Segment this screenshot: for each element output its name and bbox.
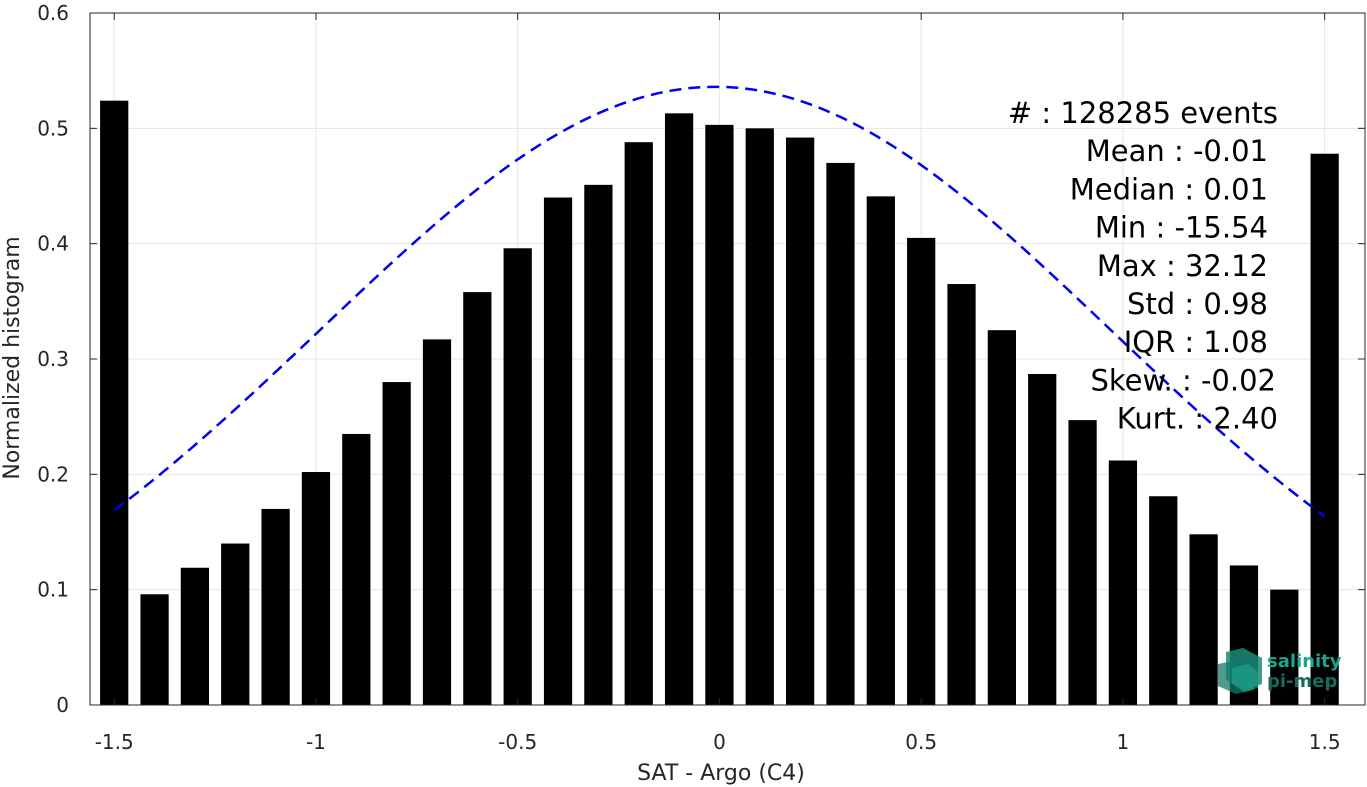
histogram-bar	[503, 248, 532, 705]
histogram-bar	[261, 508, 290, 705]
stat-line: Median : 0.01	[1070, 172, 1268, 206]
histogram-bar	[947, 284, 976, 705]
histogram-bar	[1149, 496, 1178, 705]
y-tick-label: 0.6	[37, 1, 69, 25]
stat-line: Skew. : -0.02	[1090, 363, 1276, 397]
x-tick-label: 0	[713, 730, 726, 754]
x-tick-label: 0.5	[905, 730, 937, 754]
histogram-bar	[1068, 420, 1097, 705]
y-tick-label: 0.5	[37, 116, 69, 140]
histogram-bar	[180, 567, 210, 705]
y-tick-label: 0.1	[37, 578, 69, 602]
histogram-bar	[221, 543, 250, 705]
x-axis-label: SAT - Argo (C4)	[637, 761, 805, 786]
logo-line1: salinity	[1267, 651, 1342, 672]
x-tick-label: -1.5	[95, 730, 134, 754]
x-tick-label: 1.5	[1309, 730, 1341, 754]
histogram-bar	[1270, 589, 1299, 705]
statistics-box: # : 128285 events Mean : -0.01 Median : 0.…	[1008, 96, 1278, 436]
histogram-bar	[543, 197, 573, 706]
stat-line: Mean : -0.01	[1086, 134, 1268, 168]
histogram-bar	[301, 472, 331, 705]
histogram-bar	[1028, 373, 1057, 705]
logo-line2: pi-mep	[1267, 671, 1337, 692]
histogram-bars	[100, 100, 1339, 706]
stat-line: Kurt. : 2.40	[1117, 402, 1278, 436]
normal-fit-curve	[113, 85, 1326, 518]
stat-line: Max : 32.12	[1097, 249, 1268, 283]
salinity-pimep-logo: salinity pi-mep	[1218, 648, 1342, 694]
x-tick-label: 1	[1117, 730, 1130, 754]
histogram-bar	[382, 382, 411, 705]
histogram-bar	[342, 433, 371, 705]
stat-line: IQR : 1.08	[1124, 325, 1268, 359]
y-tick-label: 0	[56, 693, 69, 717]
stat-line: Std : 0.98	[1127, 287, 1268, 321]
y-tick-label: 0.4	[37, 232, 69, 256]
histogram-bar	[463, 292, 492, 705]
histogram-bar	[624, 142, 653, 705]
y-axis-label: Normalized histogram	[0, 236, 25, 479]
histogram-bar	[826, 162, 855, 705]
histogram-bar	[1310, 153, 1339, 705]
x-tick-label: -0.5	[498, 730, 537, 754]
axis-ticks: -1.5 -1 -0.5 0 0.5 1 1.5 0 0.1 0.2 0.3 0.4 0.5 0.6	[37, 1, 1365, 754]
histogram-bar	[745, 128, 774, 706]
y-tick-label: 0.2	[37, 462, 69, 486]
logo-cube-icon	[1218, 648, 1262, 694]
histogram-bar	[705, 124, 734, 705]
x-tick-label: -1	[306, 730, 326, 754]
histogram-bar	[422, 339, 452, 705]
histogram-bar	[1108, 460, 1138, 705]
histogram-bar	[584, 184, 613, 705]
stat-line: # : 128285 events	[1008, 96, 1278, 130]
y-tick-label: 0.3	[37, 347, 69, 371]
histogram-bar	[786, 137, 815, 705]
histogram-bar	[1189, 534, 1218, 705]
stat-line: Min : -15.54	[1095, 211, 1268, 245]
histogram-bar	[100, 100, 129, 706]
histogram-bar	[664, 113, 694, 706]
histogram-bar	[907, 237, 936, 705]
histogram-bar	[866, 196, 895, 705]
histogram-bar	[140, 594, 169, 705]
histogram-bar	[987, 330, 1016, 705]
